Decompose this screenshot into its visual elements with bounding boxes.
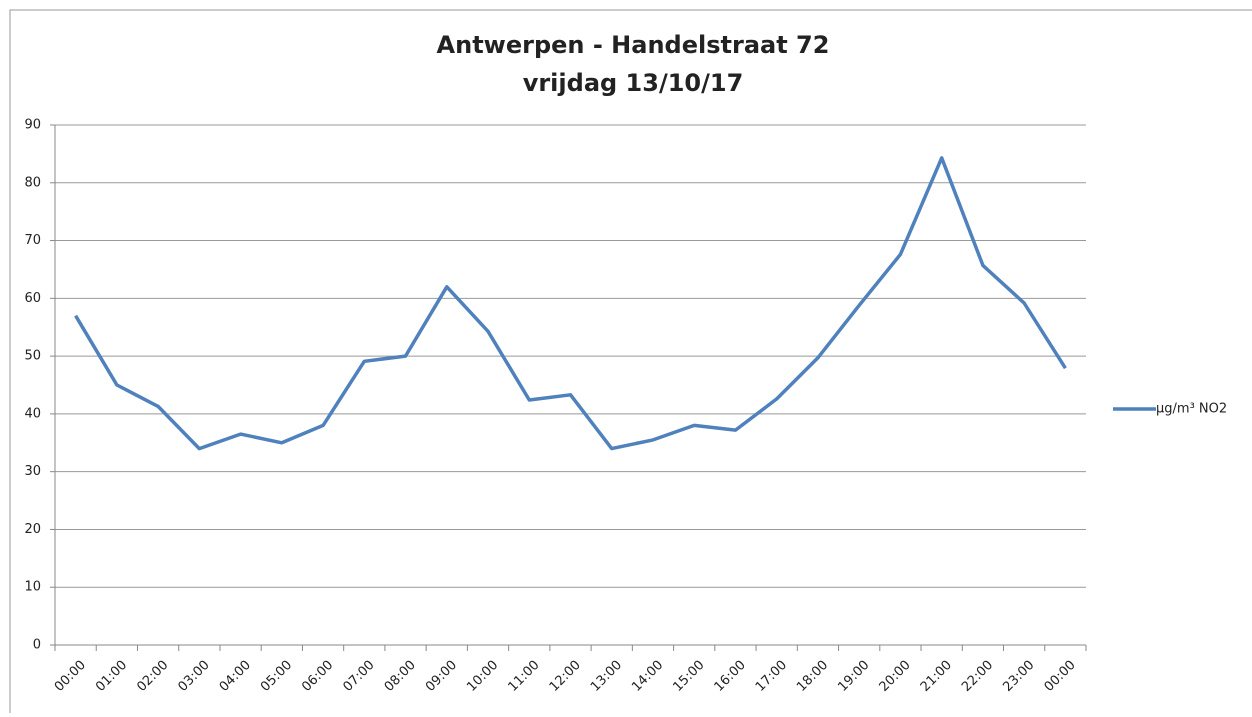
y-tick-label: 60	[24, 291, 41, 306]
y-tick-label: 20	[24, 522, 41, 537]
y-tick-label: 70	[24, 233, 41, 248]
y-tick-label: 50	[24, 349, 41, 364]
chart-frame	[9, 9, 1252, 717]
chart-subtitle: vrijdag 13/10/17	[523, 69, 744, 97]
y-tick-label: 0	[33, 638, 41, 653]
y-tick-label: 40	[24, 406, 41, 421]
data-line	[74, 156, 1067, 451]
y-tick-label: 90	[24, 118, 41, 133]
chart-title: Antwerpen - Handelstraat 72	[437, 31, 830, 59]
legend-label: µg/m³ NO2	[1156, 402, 1227, 417]
y-tick-label: 10	[24, 580, 41, 595]
y-tick-label: 80	[24, 175, 41, 190]
y-tick-label: 30	[24, 464, 41, 479]
